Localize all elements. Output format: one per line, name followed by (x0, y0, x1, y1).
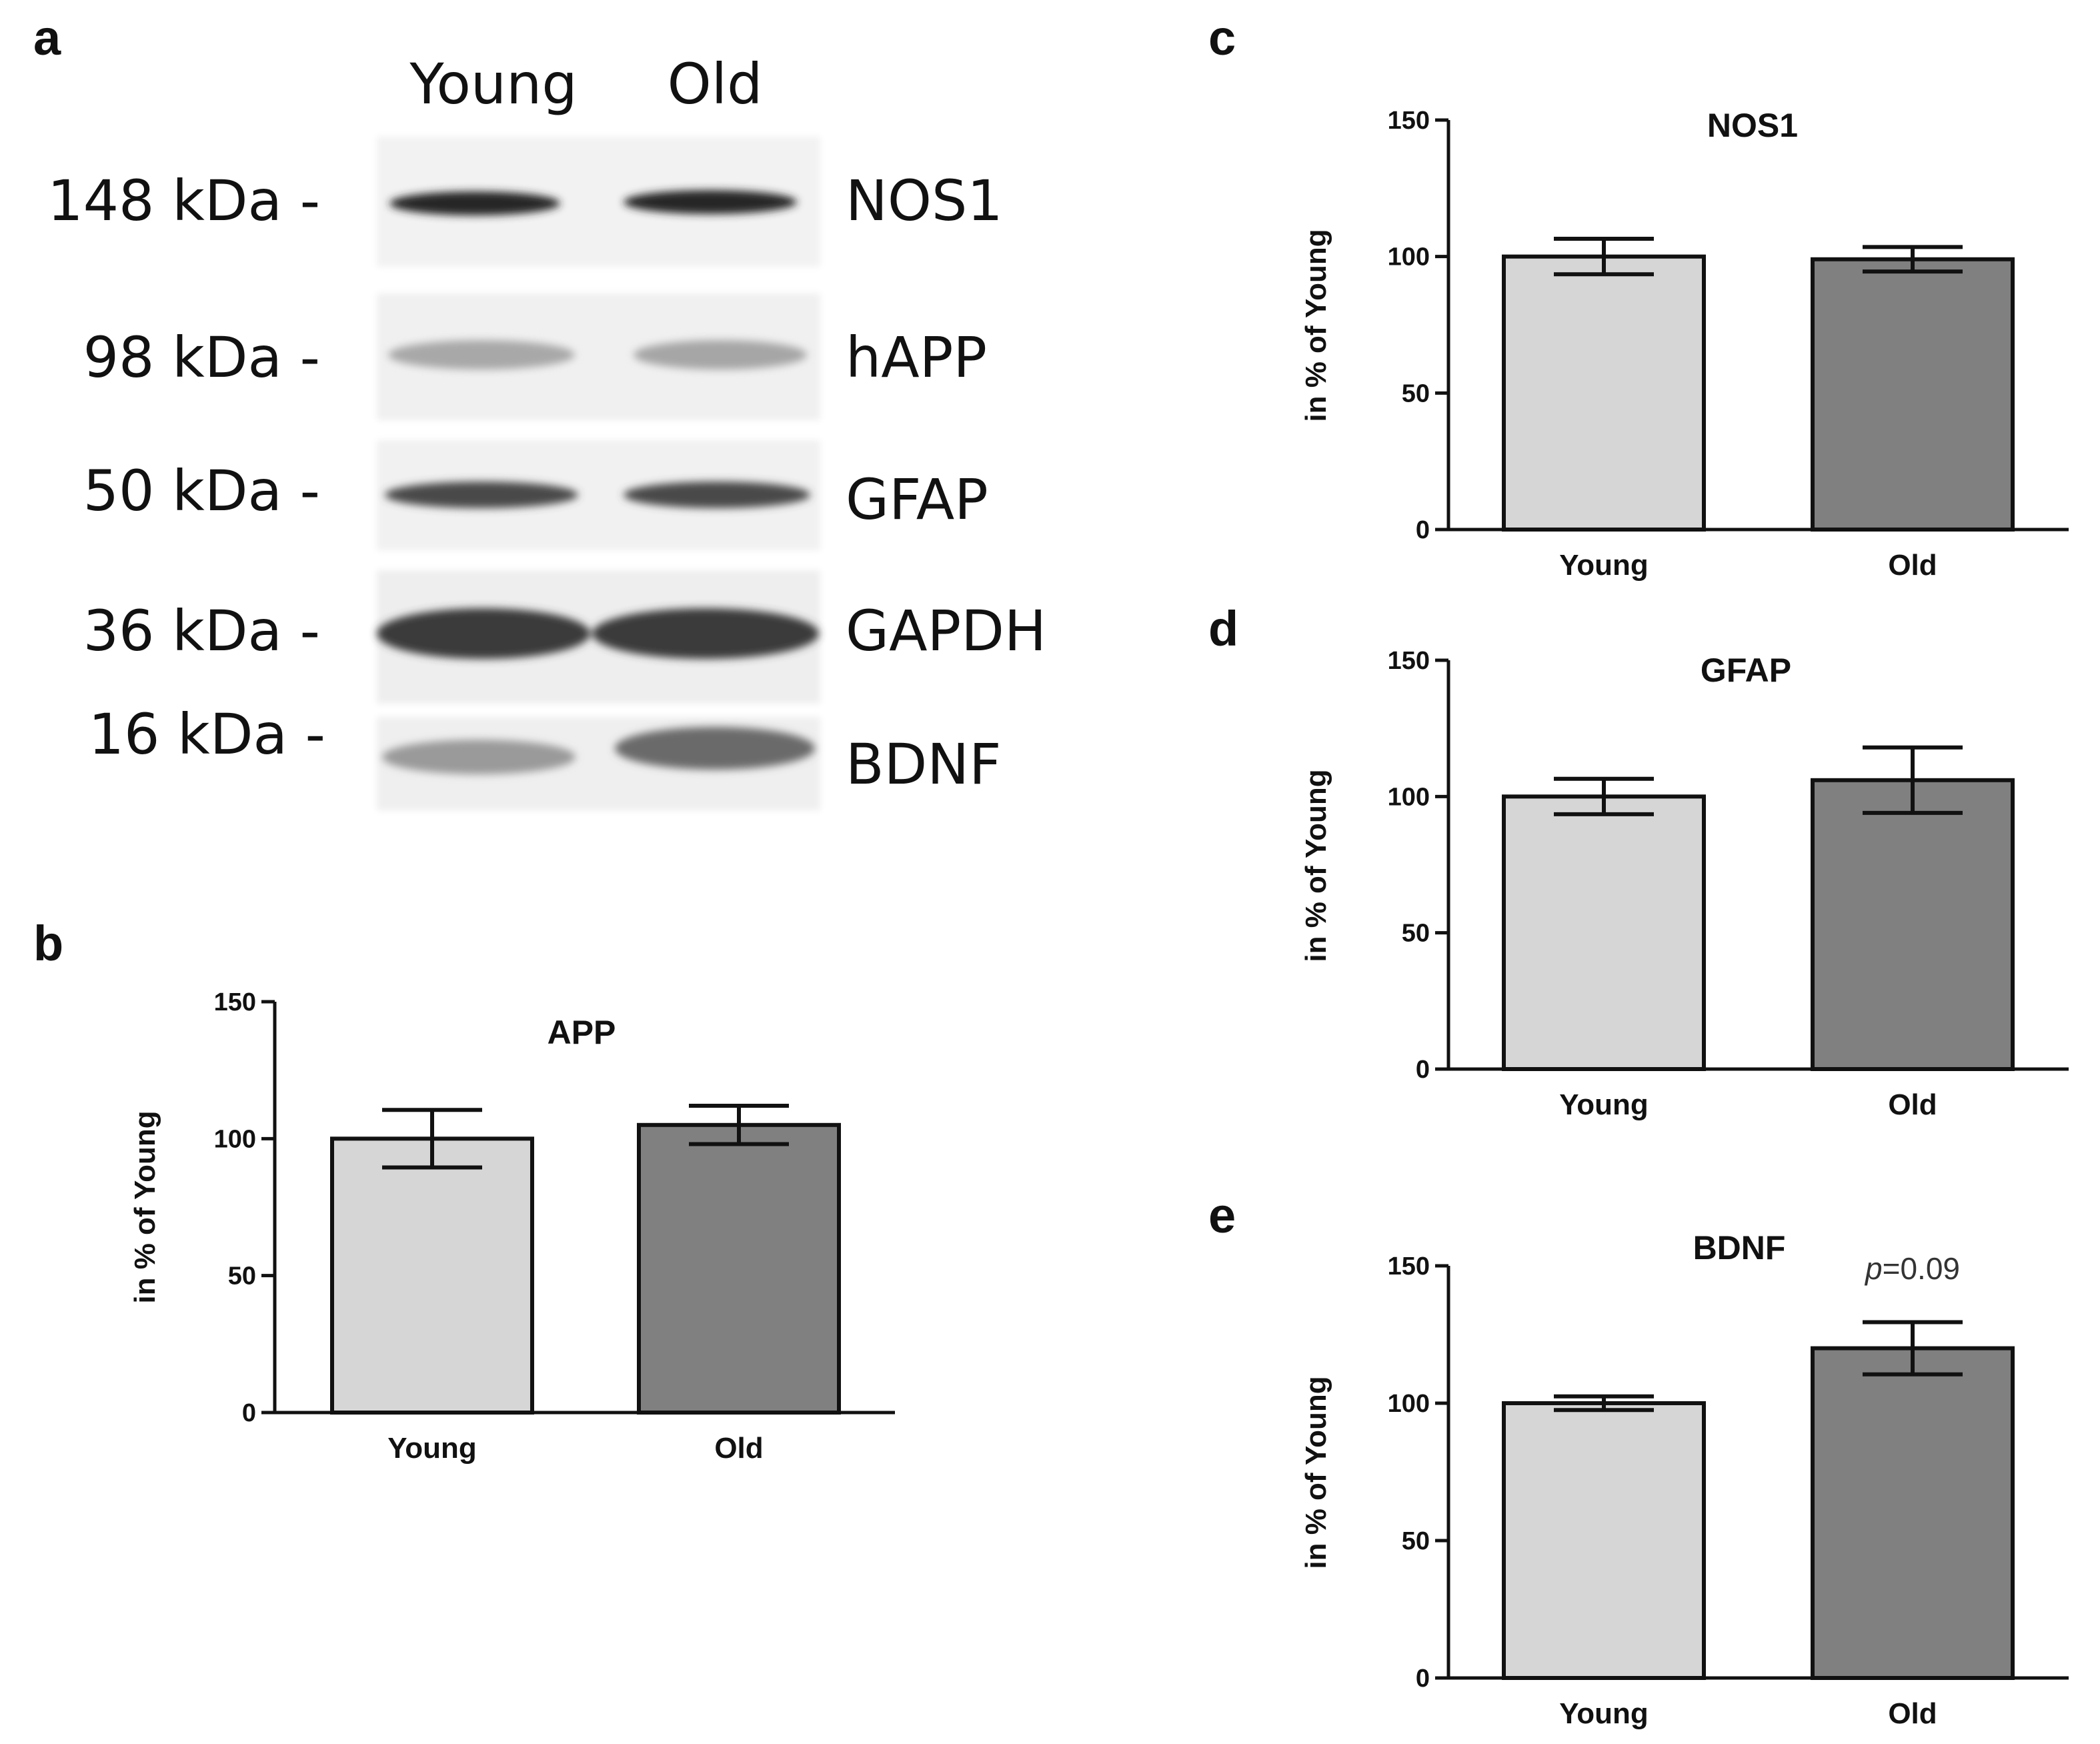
x-tick-label-young: Young (1559, 1088, 1649, 1121)
x-tick-label-young: Young (1559, 1697, 1649, 1730)
y-tick-label: 0 (1416, 1056, 1430, 1084)
panel-letter-c: c (1208, 10, 1236, 65)
x-tick-label-old: Old (714, 1432, 763, 1465)
bar-old (637, 1122, 841, 1415)
bar-young (330, 1136, 534, 1415)
y-tick-label: 100 (1388, 243, 1430, 271)
band-nos1-young (389, 191, 560, 215)
y-axis-label: in % of Young (1300, 769, 1332, 962)
error-bar-old (689, 1104, 789, 1146)
bar-old (1811, 257, 2015, 532)
marker-label-nos1: 148 kDa - (47, 168, 320, 233)
y-tick-label: 0 (242, 1399, 256, 1427)
y-tick-label: 100 (1388, 1390, 1430, 1418)
band-gapdh-old (592, 608, 819, 659)
marker-label-gfap: 50 kDa - (83, 458, 320, 524)
y-tick-label: 0 (1416, 516, 1430, 544)
error-bar-old (1863, 745, 1963, 815)
bar-chart-app: 0 50 100 150 Young Old APP in % of Young (129, 988, 895, 1465)
x-tick-label-young: Young (387, 1432, 477, 1465)
x-tick-label-young: Young (1559, 549, 1649, 582)
x-tick-label-old: Old (1888, 549, 1937, 582)
chart-title: GFAP (1701, 652, 1791, 689)
band-gfap-old (624, 482, 810, 508)
marker-label-happ: 98 kDa - (83, 325, 320, 390)
p-value-annotation: p=0.09 (1864, 1251, 1960, 1286)
band-bdnf-old (615, 727, 815, 770)
y-tick-label: 100 (214, 1125, 256, 1153)
panel-letter-d: d (1208, 601, 1238, 656)
y-tick-label: 50 (1402, 920, 1430, 948)
band-bdnf-young (382, 740, 576, 774)
band-happ-young (388, 340, 575, 369)
bar-old (1811, 778, 2015, 1072)
error-bar-old (1863, 1320, 1963, 1377)
protein-label-happ: hAPP (846, 325, 987, 390)
panel-letter-a: a (33, 10, 61, 65)
bar-young (1502, 794, 1706, 1072)
bar-chart-gfap: 0 50 100 150 Young Old GFAP in % of Young (1300, 647, 2069, 1121)
bar-chart-nos1: 0 50 100 150 Young Old NOS1 in % of Young (1300, 107, 2069, 582)
error-bar-young (1554, 776, 1654, 816)
protein-label-nos1: NOS1 (846, 168, 1003, 233)
error-bar-young (382, 1108, 482, 1170)
error-bar-young (1554, 237, 1654, 277)
error-bar-young (1554, 1394, 1654, 1413)
panel-letter-b: b (33, 916, 63, 971)
y-axis-label: in % of Young (1300, 1376, 1332, 1569)
protein-label-gapdh: GAPDH (846, 598, 1046, 664)
y-tick-label: 50 (1402, 379, 1430, 407)
y-axis-label: in % of Young (1300, 229, 1332, 421)
band-gapdh-young (377, 608, 590, 659)
band-gfap-young (385, 482, 578, 508)
y-tick-label: 150 (214, 988, 256, 1016)
chart-title: APP (548, 1014, 616, 1051)
bar-young (1502, 1401, 1706, 1680)
y-tick-label: 150 (1388, 107, 1430, 135)
y-tick-label: 0 (1416, 1665, 1430, 1693)
bar-chart-bdnf: 0 50 100 150 Young Old BDNF in % of Young p=0.09 (1300, 1229, 2069, 1730)
marker-label-bdnf: 16 kDa - (89, 702, 325, 767)
p-value-symbol: p (1864, 1251, 1883, 1286)
error-bar-old (1863, 245, 1963, 274)
lane-label-old: Old (668, 51, 763, 117)
lane-label-young: Young (409, 51, 577, 117)
p-value-text: =0.09 (1883, 1251, 1960, 1286)
protein-label-gfap: GFAP (846, 467, 988, 532)
chart-title: NOS1 (1707, 107, 1798, 144)
marker-label-gapdh: 36 kDa - (83, 598, 320, 664)
y-tick-label: 50 (1402, 1527, 1430, 1555)
y-axis-label: in % of Young (129, 1110, 161, 1303)
y-tick-label: 50 (228, 1262, 256, 1290)
y-tick-label: 150 (1388, 647, 1430, 675)
x-tick-label-old: Old (1888, 1088, 1937, 1121)
western-blot: Young Old 148 kDa - 98 kDa - 50 kDa - (47, 51, 1046, 810)
protein-label-bdnf: BDNF (846, 732, 1001, 797)
bar-old (1811, 1346, 2015, 1680)
chart-title: BDNF (1693, 1229, 1786, 1266)
x-tick-label-old: Old (1888, 1697, 1937, 1730)
panel-letter-e: e (1208, 1188, 1236, 1243)
band-happ-old (634, 340, 807, 369)
y-tick-label: 100 (1388, 783, 1430, 811)
band-nos1-old (624, 190, 797, 214)
bar-young (1502, 254, 1706, 532)
y-tick-label: 150 (1388, 1252, 1430, 1280)
